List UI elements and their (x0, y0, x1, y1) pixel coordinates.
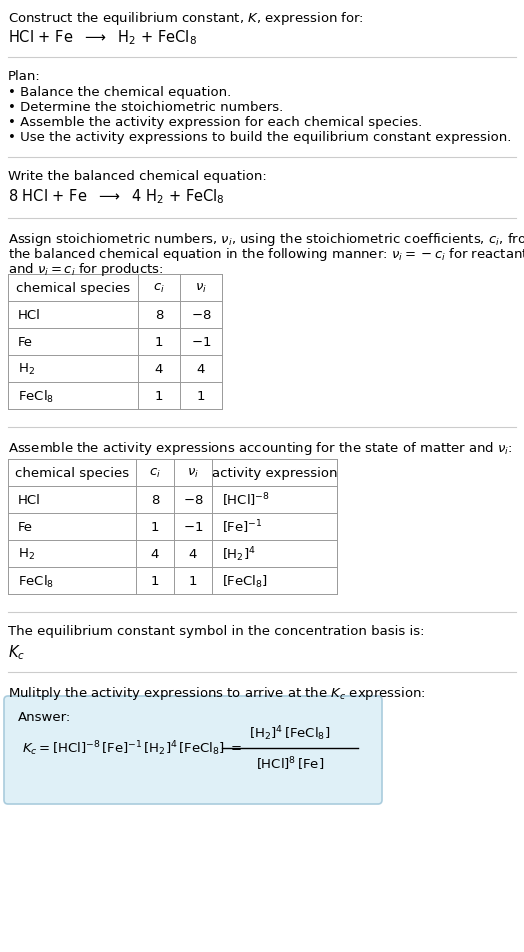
Text: Construct the equilibrium constant, $K$, expression for:: Construct the equilibrium constant, $K$,… (8, 10, 364, 27)
Text: [HCl]$^{-8}$: [HCl]$^{-8}$ (222, 491, 270, 508)
Text: HCl: HCl (18, 493, 41, 506)
Text: HCl: HCl (18, 308, 41, 322)
Text: $\nu_i$: $\nu_i$ (195, 282, 207, 295)
Text: • Balance the chemical equation.: • Balance the chemical equation. (8, 86, 231, 99)
Text: 4: 4 (151, 547, 159, 561)
Text: $-$1: $-$1 (183, 521, 203, 533)
Text: H$_2$: H$_2$ (18, 546, 35, 562)
Text: chemical species: chemical species (15, 466, 129, 480)
Text: • Use the activity expressions to build the equilibrium constant expression.: • Use the activity expressions to build … (8, 130, 511, 144)
Text: FeCl$_8$: FeCl$_8$ (18, 573, 54, 589)
Text: $c_i$: $c_i$ (153, 282, 165, 295)
Text: Assemble the activity expressions accounting for the state of matter and $\nu_i$: Assemble the activity expressions accoun… (8, 440, 512, 457)
Text: $\nu_i$: $\nu_i$ (187, 466, 199, 480)
Text: 4: 4 (197, 363, 205, 376)
Text: $-$1: $-$1 (191, 336, 211, 348)
Text: 1: 1 (189, 574, 197, 587)
Text: 1: 1 (151, 574, 159, 587)
Text: Write the balanced chemical equation:: Write the balanced chemical equation: (8, 169, 267, 183)
Text: 8: 8 (151, 493, 159, 506)
Text: Mulitply the activity expressions to arrive at the $K_c$ expression:: Mulitply the activity expressions to arr… (8, 684, 426, 702)
Text: the balanced chemical equation in the following manner: $\nu_i = -c_i$ for react: the balanced chemical equation in the fo… (8, 246, 524, 263)
Text: Fe: Fe (18, 336, 33, 348)
Text: chemical species: chemical species (16, 282, 130, 295)
Text: $-$8: $-$8 (183, 493, 203, 506)
Text: 1: 1 (155, 389, 163, 403)
Text: 1: 1 (155, 336, 163, 348)
Text: Answer:: Answer: (18, 710, 71, 724)
Text: FeCl$_8$: FeCl$_8$ (18, 388, 54, 405)
Text: Fe: Fe (18, 521, 33, 533)
Text: [Fe]$^{-1}$: [Fe]$^{-1}$ (222, 518, 263, 536)
Text: HCl + Fe  $\longrightarrow$  H$_2$ + FeCl$_8$: HCl + Fe $\longrightarrow$ H$_2$ + FeCl$… (8, 28, 197, 47)
Text: H$_2$: H$_2$ (18, 362, 35, 377)
Text: 4: 4 (155, 363, 163, 376)
Text: 4: 4 (189, 547, 197, 561)
Text: The equilibrium constant symbol in the concentration basis is:: The equilibrium constant symbol in the c… (8, 625, 424, 637)
Text: • Determine the stoichiometric numbers.: • Determine the stoichiometric numbers. (8, 101, 283, 114)
FancyBboxPatch shape (4, 696, 382, 804)
Text: $-$8: $-$8 (191, 308, 211, 322)
Text: 8 HCl + Fe  $\longrightarrow$  4 H$_2$ + FeCl$_8$: 8 HCl + Fe $\longrightarrow$ 4 H$_2$ + F… (8, 187, 225, 206)
Text: activity expression: activity expression (212, 466, 337, 480)
Text: 1: 1 (151, 521, 159, 533)
Text: $\mathregular{[HCl]^8\,[Fe]}$: $\mathregular{[HCl]^8\,[Fe]}$ (256, 754, 324, 772)
Text: Assign stoichiometric numbers, $\nu_i$, using the stoichiometric coefficients, $: Assign stoichiometric numbers, $\nu_i$, … (8, 230, 524, 248)
Text: $K_c$: $K_c$ (8, 643, 25, 661)
Text: and $\nu_i = c_i$ for products:: and $\nu_i = c_i$ for products: (8, 261, 163, 278)
Text: [FeCl$_8$]: [FeCl$_8$] (222, 573, 268, 589)
Text: $K_c = \mathregular{[HCl]^{-8}\,[Fe]^{-1}\,[H_2]^{4}\,[FeCl_8]}$$ \;=\; $: $K_c = \mathregular{[HCl]^{-8}\,[Fe]^{-1… (22, 739, 242, 758)
Text: $\mathregular{[H_2]^4\,[FeCl_8]}$: $\mathregular{[H_2]^4\,[FeCl_8]}$ (249, 724, 331, 743)
Text: $c_i$: $c_i$ (149, 466, 161, 480)
Text: [H$_2$]$^4$: [H$_2$]$^4$ (222, 545, 256, 564)
Text: 8: 8 (155, 308, 163, 322)
Text: Plan:: Plan: (8, 69, 41, 83)
Text: 1: 1 (196, 389, 205, 403)
Text: • Assemble the activity expression for each chemical species.: • Assemble the activity expression for e… (8, 116, 422, 129)
